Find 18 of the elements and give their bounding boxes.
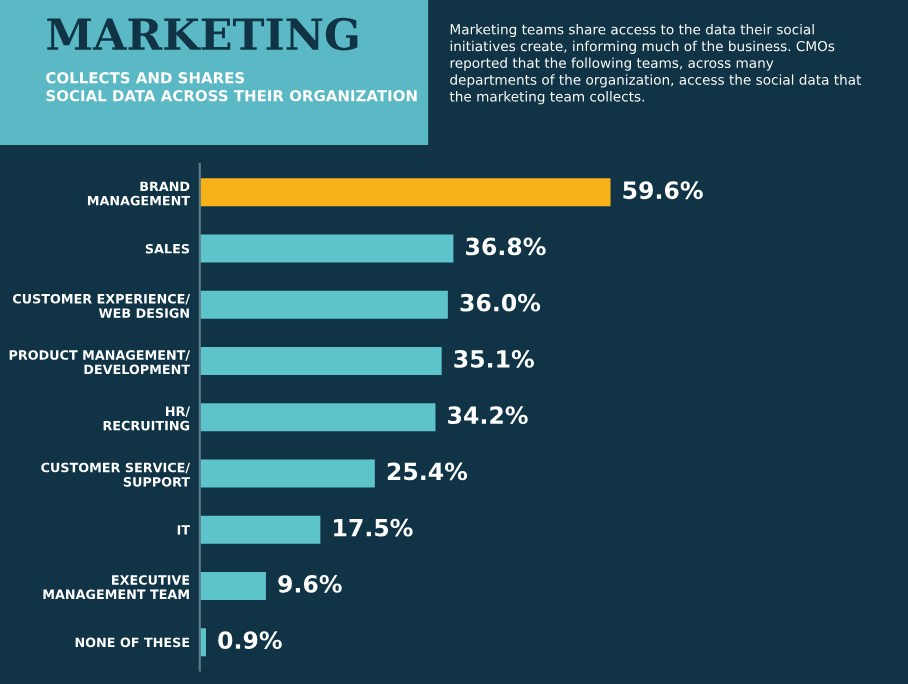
data-label: 35.1% [454,349,534,368]
data-label: 34.2% [448,406,528,425]
bar [199,403,436,432]
bar [199,459,375,488]
bar [199,290,448,319]
data-label: 36.0% [460,293,541,312]
chart-title: MARKETING [47,17,358,51]
bar [199,234,454,263]
bar [199,346,442,376]
data-label: 25.4% [387,462,468,481]
data-label: 59.6% [623,181,703,200]
bar [199,571,266,601]
bar [199,515,321,544]
data-label: 9.6% [278,574,342,593]
data-label: 17.5% [334,518,413,537]
data-label: 36.8% [466,237,546,256]
bar [199,178,611,207]
data-label: 0.9% [218,631,282,650]
